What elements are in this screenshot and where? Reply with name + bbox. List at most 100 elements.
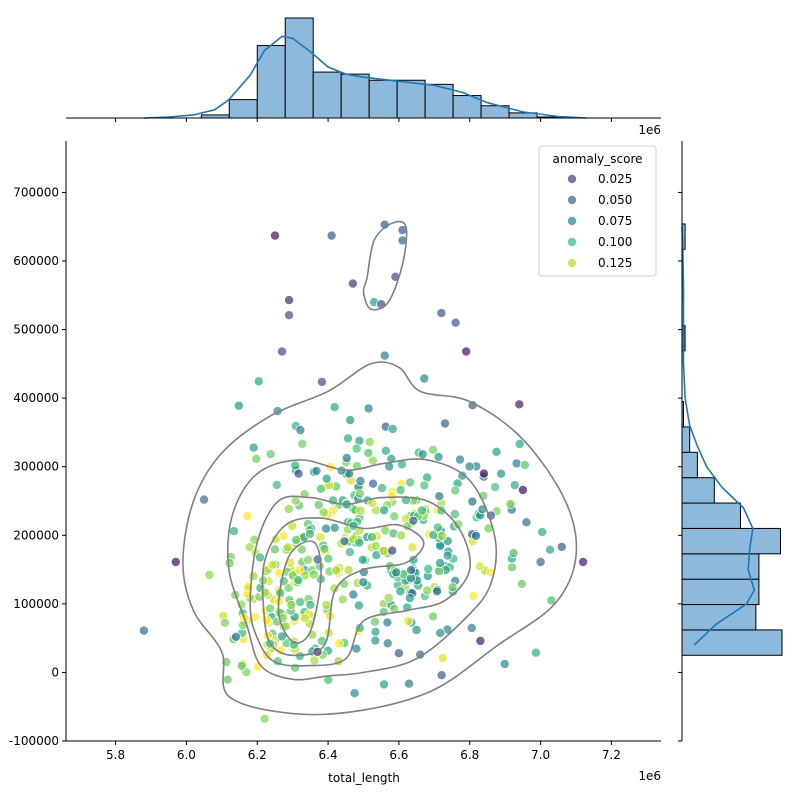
scatter-point [535,557,546,568]
y-tick-label: 500000 [13,323,59,337]
scatter-point [376,483,387,494]
legend: anomaly_score 0.025 0.050 0.075 0.100 0.125 [538,145,657,277]
x-tick-label: 6.4 [319,748,338,762]
scatter-point [431,586,442,597]
x-offset-label-top: 1e6 [638,123,661,137]
scatter-point [355,505,366,516]
scatter-point [423,564,434,575]
scatter-point [293,575,304,586]
scatter-point [282,542,293,553]
y-tick-label: 600000 [13,254,59,268]
right-kde-line [681,226,756,646]
scatter-point [291,534,302,545]
scatter-point [341,452,352,463]
scatter-point [276,346,287,357]
scatter-point [349,688,360,699]
scatter-point [265,603,276,614]
scatter-point [259,713,270,724]
scatter-point [383,593,394,604]
scatter-point [318,507,329,518]
scatter-point [506,562,517,573]
scatter-point [408,554,419,565]
scatter-point [516,578,527,589]
scatter-point [391,567,402,578]
y-tick-label: 400000 [13,391,59,405]
scatter-point [248,442,259,453]
scatter-point [344,547,355,558]
scatter-point [436,531,447,542]
scatter-point [490,482,501,493]
scatter-point [311,465,322,476]
legend-label: 0.125 [598,256,632,270]
scatter-point [450,317,461,328]
scatter-point [436,505,447,516]
scatter-point [530,647,541,658]
legend-title: anomaly_score [552,152,642,166]
scatter-point [244,542,255,553]
scatter-point [315,532,326,543]
legend-label: 0.025 [598,172,632,186]
scatter-point [303,554,314,565]
x-axis-label: total_length [328,771,400,785]
scatter-point [138,625,149,636]
scatter-point [378,505,389,516]
scatter-point [367,455,378,466]
right-hist-bar [681,604,757,631]
scatter-point [405,477,416,488]
scatter-point [467,496,478,507]
right-hist-bar [681,426,691,453]
scatter-point [389,511,400,522]
scatter-point [370,635,381,646]
scatter-point [511,458,522,469]
scatter-point [370,626,381,637]
legend-marker [567,236,578,247]
scatter-point [228,526,239,537]
scatter-point [499,659,510,670]
top-hist-bar [368,79,398,119]
top-marginal-histogram [143,17,587,119]
scatter-point [331,565,342,576]
scatter-point [537,527,548,538]
legend-label: 0.075 [598,214,632,228]
right-marginal-histogram [681,223,783,656]
scatter-point [387,423,398,434]
scatter-point [354,537,365,548]
scatter-point [437,653,448,664]
scatter-point [366,532,377,543]
top-hist-bar [228,99,258,119]
scatter-point [315,483,326,494]
legend-label: 0.100 [598,235,632,249]
scatter-point [461,346,472,357]
kde-contour-line [226,458,498,681]
scatter-point [339,536,350,547]
scatter-point [305,599,316,610]
kde-contour-line [261,517,425,657]
scatter-point [393,648,404,659]
scatter-point [358,577,369,588]
scatter-point [519,459,530,470]
scatter-point [508,548,519,559]
kde-contour-line [277,540,322,644]
y-tick-label: 0 [51,665,59,679]
scatter-point [286,600,297,611]
scatter-point [357,554,368,565]
right-hist-bar [681,451,698,479]
scatter-point [474,561,485,572]
scatter-point [267,559,278,570]
scatter-point [466,623,477,634]
scatter-point [447,582,458,593]
scatter-point [363,447,374,458]
scatter-point [468,590,479,601]
kde-contour-line [362,220,408,311]
scatter-point [505,498,516,509]
legend-marker [567,215,578,226]
top-hist-bar [312,71,342,119]
scatter-point [395,586,406,597]
scatter-point [436,308,447,319]
scatter-point [453,519,464,530]
legend-marker [567,194,578,205]
scatter-point [254,552,265,563]
scatter-point [353,600,364,611]
axes: 5.8 6.0 6.2 6.4 6.6 6.8 7.0 7.2 -100000 0 100000 20… [9,117,683,762]
top-hist-bar [340,73,370,119]
